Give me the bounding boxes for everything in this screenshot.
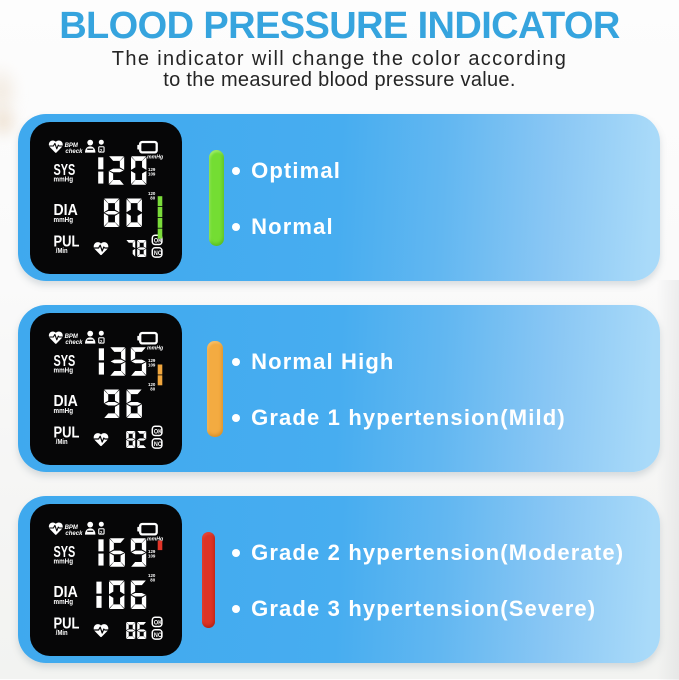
svg-text:120: 120 [148,191,156,196]
svg-text:80: 80 [150,387,155,392]
svg-text:109: 109 [148,363,156,368]
svg-text:109: 109 [148,554,156,559]
svg-text:129: 129 [148,549,156,554]
svg-text:120: 120 [148,382,156,387]
svg-text:129: 129 [148,167,156,172]
svg-text:129: 129 [148,358,156,363]
svg-text:109: 109 [148,172,156,177]
svg-text:120: 120 [148,573,156,578]
svg-text:80: 80 [150,578,155,583]
svg-text:80: 80 [150,196,155,201]
